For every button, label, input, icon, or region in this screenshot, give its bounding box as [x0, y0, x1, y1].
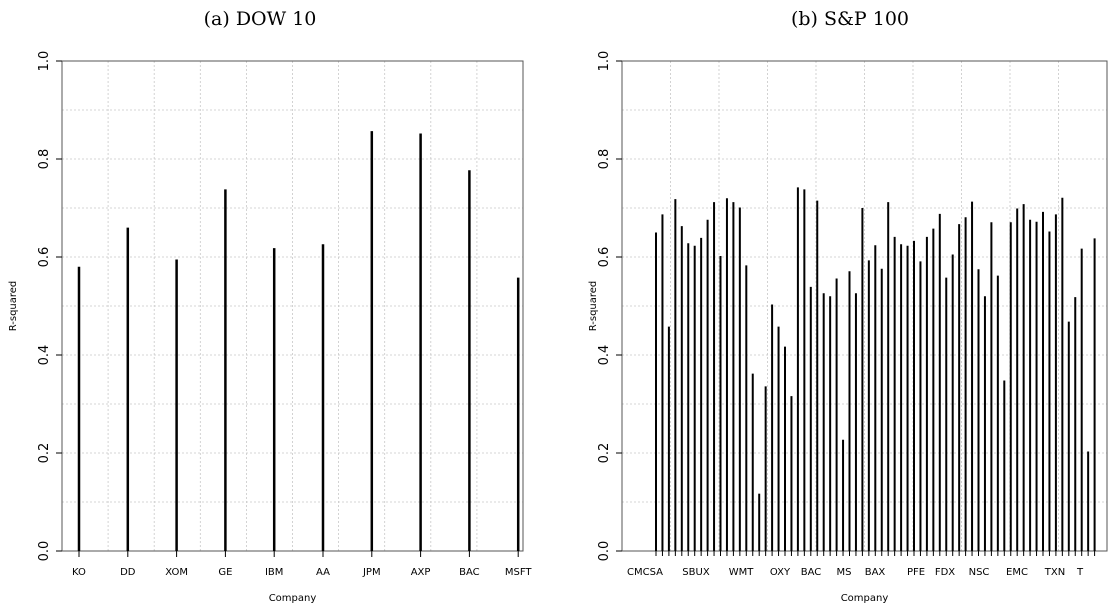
x-tick-label: CMCSA [627, 567, 663, 578]
x-tick-label: KO [72, 567, 86, 578]
x-tick-label: XOM [165, 567, 188, 578]
y-tick-label: 0.2 [37, 443, 52, 464]
x-tick-label: TXN [1044, 567, 1065, 578]
x-tick-label: FDX [935, 567, 955, 578]
plot-frame [61, 60, 524, 552]
y-tick-label: 0.4 [597, 345, 612, 366]
x-tick-label: JPM [362, 567, 381, 578]
x-tick-label: PFE [907, 567, 925, 578]
x-tick-label: IBM [265, 567, 283, 578]
y-tick-label: 1.0 [597, 51, 612, 72]
y-tick-label: 0.8 [37, 149, 52, 170]
plot-frame [621, 60, 1108, 552]
x-tick-label: BAX [865, 567, 886, 578]
x-tick-label: AXP [411, 567, 431, 578]
x-tick-label: OXY [770, 567, 791, 578]
y-tick-label: 0.6 [37, 247, 52, 268]
x-tick-label: DD [120, 567, 136, 578]
y-tick-label: 1.0 [37, 51, 52, 72]
x-tick-label: SBUX [682, 567, 710, 578]
chart-b-title: (b) S&P 100 [790, 8, 910, 30]
x-tick-label: NSC [969, 567, 990, 578]
y-tick-label: 0.0 [37, 541, 52, 562]
x-tick-label: MS [837, 567, 852, 578]
x-tick-label: GE [218, 567, 232, 578]
y-axis-label: R-squared [588, 281, 599, 332]
y-tick-label: 0.6 [597, 247, 612, 268]
chart-a-title: (a) DOW 10 [203, 8, 317, 30]
x-tick-label: BAC [801, 567, 822, 578]
y-tick-label: 0.2 [597, 443, 612, 464]
x-tick-label: T [1076, 567, 1084, 578]
x-tick-label: MSFT [505, 567, 533, 578]
y-tick-label: 0.8 [597, 149, 612, 170]
x-tick-label: BAC [459, 567, 480, 578]
x-axis-label: Company [269, 593, 317, 604]
y-tick-label: 0.4 [37, 345, 52, 366]
x-tick-label: WMT [729, 567, 755, 578]
y-tick-label: 0.0 [597, 541, 612, 562]
y-axis-label: R-squared [8, 281, 19, 332]
x-axis-label: Company [841, 593, 889, 604]
x-tick-label: EMC [1006, 567, 1028, 578]
x-tick-label: AA [316, 567, 330, 578]
